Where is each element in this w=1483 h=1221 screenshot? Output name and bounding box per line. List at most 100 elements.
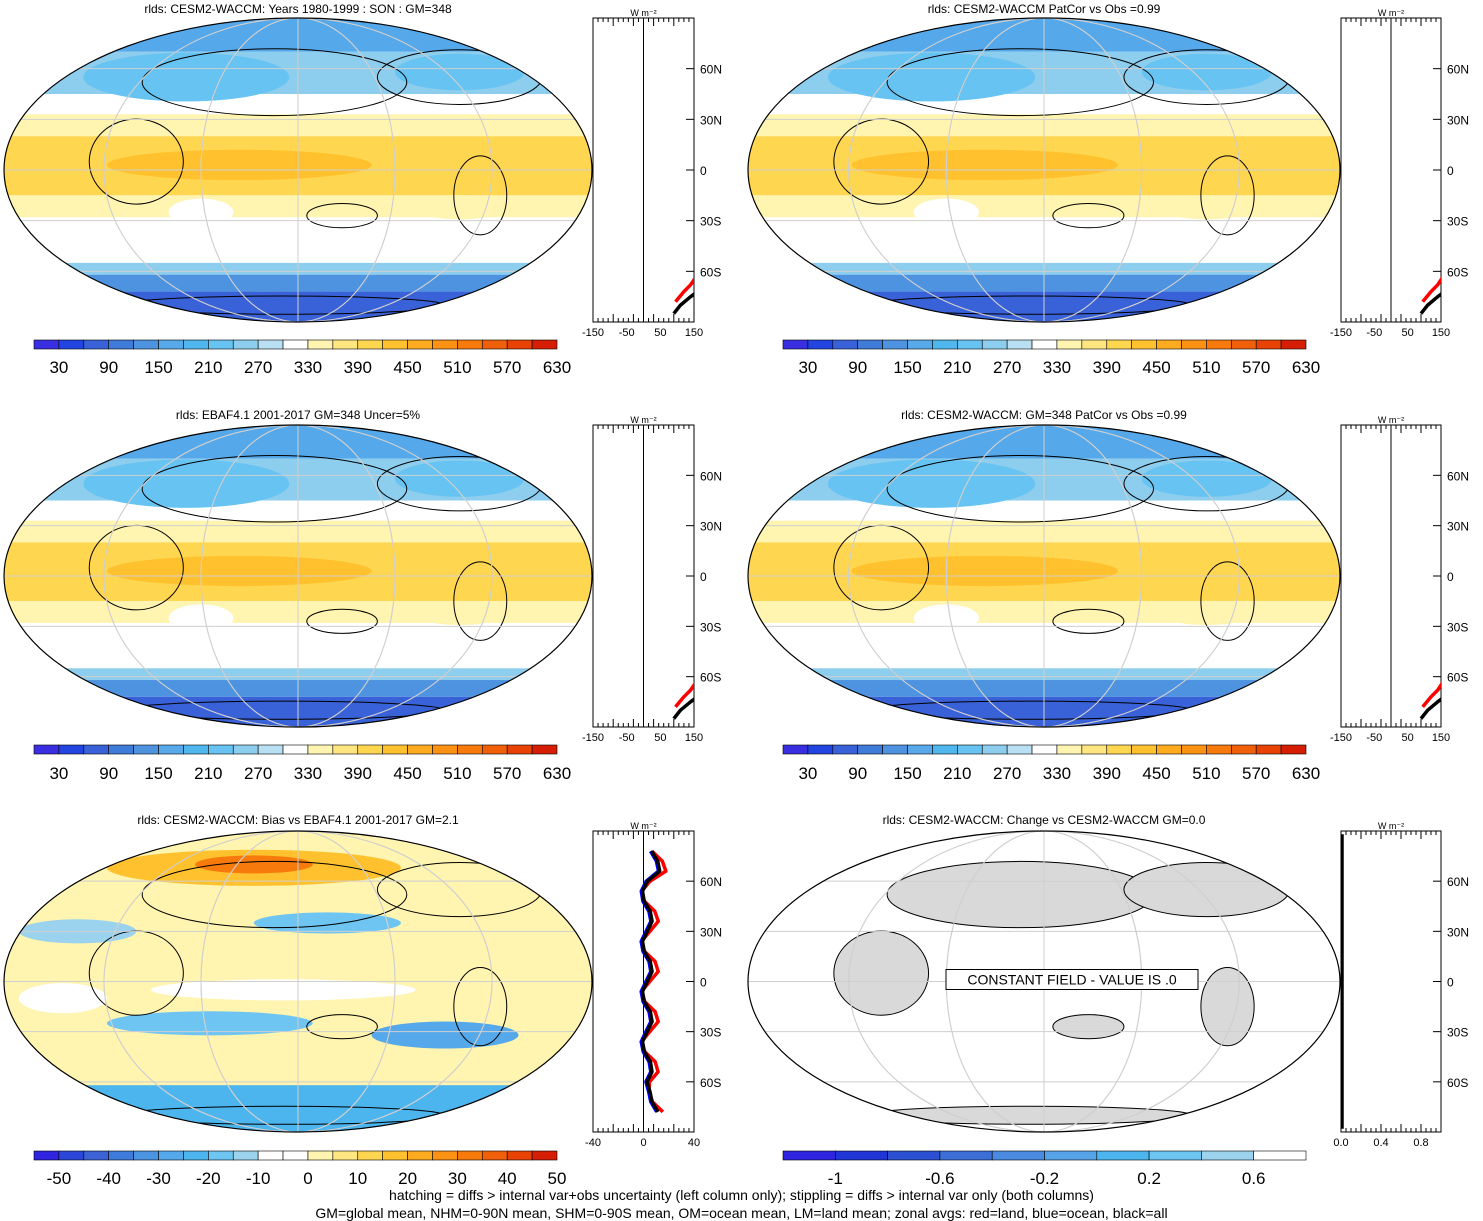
colorbar-swatch xyxy=(432,744,458,755)
colorbar-label: 390 xyxy=(1093,358,1121,377)
colorbar-swatch xyxy=(407,1150,433,1161)
colorbar-swatch xyxy=(1206,339,1232,350)
land-mass xyxy=(886,860,1155,929)
panel-1: rlds: CESM2-WACCM: Years 1980-1999 : SON… xyxy=(3,2,722,377)
colorbar-label: 0 xyxy=(303,1169,312,1188)
colorbar-swatch xyxy=(531,1150,558,1161)
colorbar-swatch xyxy=(932,339,958,350)
colorbar-swatch xyxy=(1056,339,1083,350)
zonal-xtick-label: 150 xyxy=(685,327,703,339)
zonal-line xyxy=(1421,276,1441,303)
colorbar-swatch xyxy=(307,744,334,755)
colorbar-swatch xyxy=(257,1150,284,1161)
colorbar-swatch xyxy=(981,339,1008,350)
colorbar-swatch xyxy=(1230,339,1257,350)
zonal-lat-label: 0 xyxy=(700,976,707,990)
field-blob xyxy=(371,1021,519,1049)
colorbar-swatch xyxy=(506,744,533,755)
colorbar-label: 390 xyxy=(344,764,372,783)
zonal-lat-label: 60S xyxy=(700,671,721,685)
map-field xyxy=(4,831,592,1132)
coastline xyxy=(141,455,408,523)
colorbar-swatch xyxy=(481,744,508,755)
colorbar-swatch xyxy=(58,1150,85,1161)
colorbar-swatch xyxy=(282,1150,309,1161)
zonal-line xyxy=(1419,697,1441,720)
colorbar-label: 570 xyxy=(1242,764,1270,783)
colorbar-swatch xyxy=(1096,1150,1150,1161)
colorbar-swatch xyxy=(832,339,859,350)
colorbar-swatch xyxy=(58,339,85,350)
colorbar-swatch xyxy=(1044,1150,1098,1161)
map-border xyxy=(3,424,593,728)
field-blob xyxy=(1141,460,1272,497)
colorbar-swatch xyxy=(332,1150,359,1161)
colorbar-swatch xyxy=(457,339,483,350)
zonal-lat-label: 0 xyxy=(1447,164,1454,178)
colorbar-swatch xyxy=(1081,339,1108,350)
zonal-xtick-label: 50 xyxy=(1402,327,1414,339)
colorbar-label: 0.6 xyxy=(1242,1169,1266,1188)
colorbar-swatch xyxy=(208,744,234,755)
colorbar-swatch xyxy=(1255,339,1282,350)
colorbar-label: -30 xyxy=(146,1169,171,1188)
colorbar-swatch xyxy=(257,339,284,350)
colorbar-swatch xyxy=(133,744,159,755)
zonal-xtick-label: 0.4 xyxy=(1373,1137,1388,1149)
colorbar-label: 20 xyxy=(398,1169,417,1188)
coastline xyxy=(141,860,408,929)
zonal-lat-label: 60N xyxy=(1447,469,1469,483)
graticule-lon xyxy=(103,425,493,727)
colorbar-swatch xyxy=(357,744,383,755)
zonal-line xyxy=(672,291,694,315)
zonal-lat-label: 30N xyxy=(1447,520,1469,534)
colorbar-swatch xyxy=(1131,744,1157,755)
colorbar-label: 90 xyxy=(99,358,118,377)
colorbar-swatch xyxy=(83,339,110,350)
coastline xyxy=(306,1014,378,1040)
zonal-lat-label: 60N xyxy=(700,469,722,483)
colorbar-swatch xyxy=(158,744,184,755)
graticule-lon xyxy=(848,18,1240,322)
zonal-lat-label: 30S xyxy=(700,620,721,634)
map-field xyxy=(748,831,1340,1132)
colorbar: 30 90 150 210 270 330 390 450 510 570 630 xyxy=(33,339,571,377)
zonal-line xyxy=(640,850,662,1113)
field-blob xyxy=(18,983,107,1014)
colorbar-swatch xyxy=(133,1150,159,1161)
colorbar-label: 150 xyxy=(144,764,172,783)
zonal-lat-label: 60N xyxy=(1447,63,1469,77)
zonal-lat-label: 60N xyxy=(700,63,722,77)
colorbar-swatch xyxy=(1081,744,1108,755)
zonal-lat-label: 30N xyxy=(700,520,722,534)
zonal-frame xyxy=(1340,830,1442,1133)
colorbar-label: 630 xyxy=(1292,358,1320,377)
colorbar-swatch xyxy=(307,1150,334,1161)
graticule-lon xyxy=(200,425,396,727)
zonal-lat-label: 60S xyxy=(1447,671,1468,685)
zonal-panel: W m⁻² -40 0 40 60N 30N 0 30S 60S xyxy=(585,821,722,1149)
colorbar-label: 450 xyxy=(1142,764,1170,783)
field-blob xyxy=(150,979,416,1001)
footer-line-1: hatching = diffs > internal var+obs unce… xyxy=(389,1187,1094,1203)
colorbar-swatch xyxy=(782,1150,836,1161)
coastline xyxy=(886,455,1155,523)
colorbar-label: 90 xyxy=(99,764,118,783)
field-blob xyxy=(106,555,372,587)
zonal-xtick-label: -150 xyxy=(1330,327,1352,339)
colorbar-swatch xyxy=(1181,744,1207,755)
colorbar-label: 210 xyxy=(943,764,971,783)
map-border xyxy=(747,424,1341,728)
colorbar-swatch xyxy=(183,1150,209,1161)
field-blob xyxy=(1141,53,1272,91)
land-mass xyxy=(865,1105,1193,1125)
zonal-lat-label: 60N xyxy=(700,875,722,889)
unit-label: W m⁻² xyxy=(630,8,656,18)
colorbar-swatch xyxy=(282,744,309,755)
colorbar-label: 150 xyxy=(144,358,172,377)
colorbar-swatch xyxy=(382,1150,408,1161)
zonal-xtick-label: -150 xyxy=(582,732,604,744)
panel-6: rlds: CESM2-WACCM: Change vs CESM2-WACCM… xyxy=(747,813,1469,1188)
graticule-lon xyxy=(200,831,396,1132)
coastline xyxy=(306,608,378,634)
